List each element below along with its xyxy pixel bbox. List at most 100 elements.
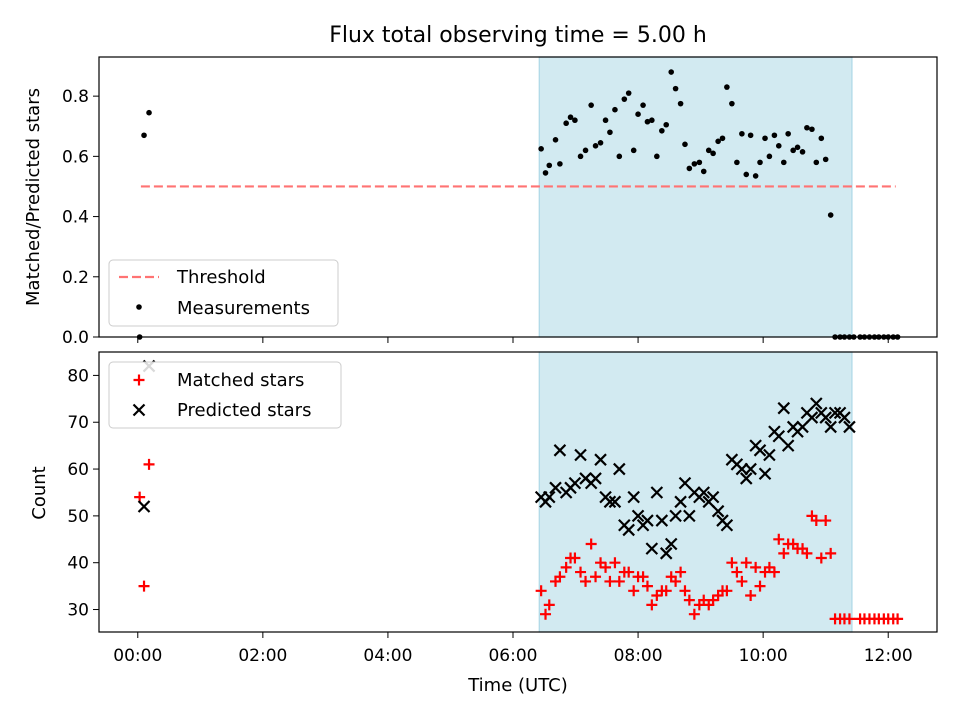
matched-star-point [637,571,649,583]
legend-predicted-label: Predicted stars [177,400,311,421]
measurement-point [757,159,763,166]
predicted-star-point [678,476,692,490]
matched-star-point [646,599,658,611]
predicted-star-point [796,420,809,434]
measurement-point [785,130,791,137]
ratio-panel: 0.0 0.2 0.4 0.6 0.8 Threshold Measurements [62,56,938,348]
observing-window-shade [538,56,853,338]
x-axis-label: Time (UTC) [467,675,568,696]
matched-star-point [773,533,785,545]
x-tick-label: 06:00 [488,646,537,666]
matched-star-point [810,515,822,527]
matched-star-point [138,580,150,592]
measurement-point [747,132,754,139]
matched-star-point [778,547,790,559]
matched-star-point [679,585,691,597]
matched-star-point [740,557,752,569]
measurement-point [710,150,716,157]
matched-star-point [750,561,762,573]
predicted-star-point [838,411,851,424]
predicted-star-point [542,490,556,504]
measurement-point [635,111,641,118]
legend: Matched stars Predicted stars [108,361,342,429]
measurement-point [790,147,796,154]
measurement-point [700,168,707,175]
matched-star-point [585,538,597,550]
predicted-star-point [622,523,635,537]
measurement-point [762,135,768,142]
predicted-star-point [553,444,567,457]
measurement-point [621,96,628,102]
measurement-point [602,117,609,124]
measurement-point [672,85,679,92]
predicted-star-point [608,495,622,509]
legend-measurements-swatch [136,304,142,310]
predicted-star-point [669,509,682,523]
matched-star-point [675,566,687,578]
matched-star-point [133,374,145,386]
measurement-point [766,153,773,160]
y-tick-label: 0.8 [62,87,89,107]
matched-star-point [543,599,555,611]
legend-measurements-label: Measurements [177,298,310,319]
legend-matched-label: Matched stars [177,370,304,391]
legend: Threshold Measurements [108,259,339,327]
predicted-star-point [664,537,678,551]
predicted-star-point [683,509,696,523]
x-tick-label: 12:00 [864,646,913,666]
matched-star-point [721,585,733,597]
x-tick-label: 08:00 [614,646,663,666]
matched-star-point [569,552,581,564]
measurement-point [572,117,578,124]
measurement-point [739,130,745,137]
measurement-point [607,129,613,136]
matched-star-point [683,594,695,606]
measurement-point [799,149,806,155]
predicted-star-point [758,467,772,481]
measurement-point [734,159,740,166]
measurement-point [625,90,632,96]
matched-star-point [801,547,813,559]
measurement-point [827,212,834,218]
predicted-star-point [843,420,856,434]
measurement-point [677,100,684,107]
x-tick-label: 04:00 [363,646,412,666]
matched-star-point [575,566,587,578]
matched-star-point [892,613,904,625]
matched-star-point [535,585,547,597]
measurement-point [719,135,726,142]
matched-star-point [670,575,682,587]
matched-star-point [613,575,625,587]
predicted-star-point [613,462,626,476]
predicted-star-point [568,476,582,490]
predicted-star-point [706,490,720,504]
measurement-point [724,84,730,90]
measurement-point [715,138,721,145]
measurement-point [563,120,569,127]
predicted-star-point [744,462,757,476]
y-tick-label: 60 [67,460,89,480]
predicted-star-point [711,504,725,518]
matched-star-point [604,575,616,587]
y-tick-label: 50 [67,507,89,527]
axes-frame [98,56,938,338]
predicted-star-point [574,448,587,462]
measurement-point [141,132,147,139]
measurement-point [659,127,665,134]
predicted-star-point [739,472,753,485]
matched-star-point [815,552,827,564]
measurement-point [686,165,693,172]
chart-title: Flux total observing time = 5.00 h [329,23,707,48]
measurement-point [696,159,703,166]
predicted-star-point [674,495,687,509]
predicted-star-point [641,514,654,527]
matched-star-point [820,515,832,527]
predicted-star-point [772,430,786,443]
y-tick-label: 0.6 [62,147,89,167]
measurement-point [542,170,549,176]
measurement-point [729,100,735,107]
predicted-star-point [810,397,823,410]
measurement-point [663,121,670,128]
measurement-point [794,144,801,151]
measurement-point [780,159,787,166]
